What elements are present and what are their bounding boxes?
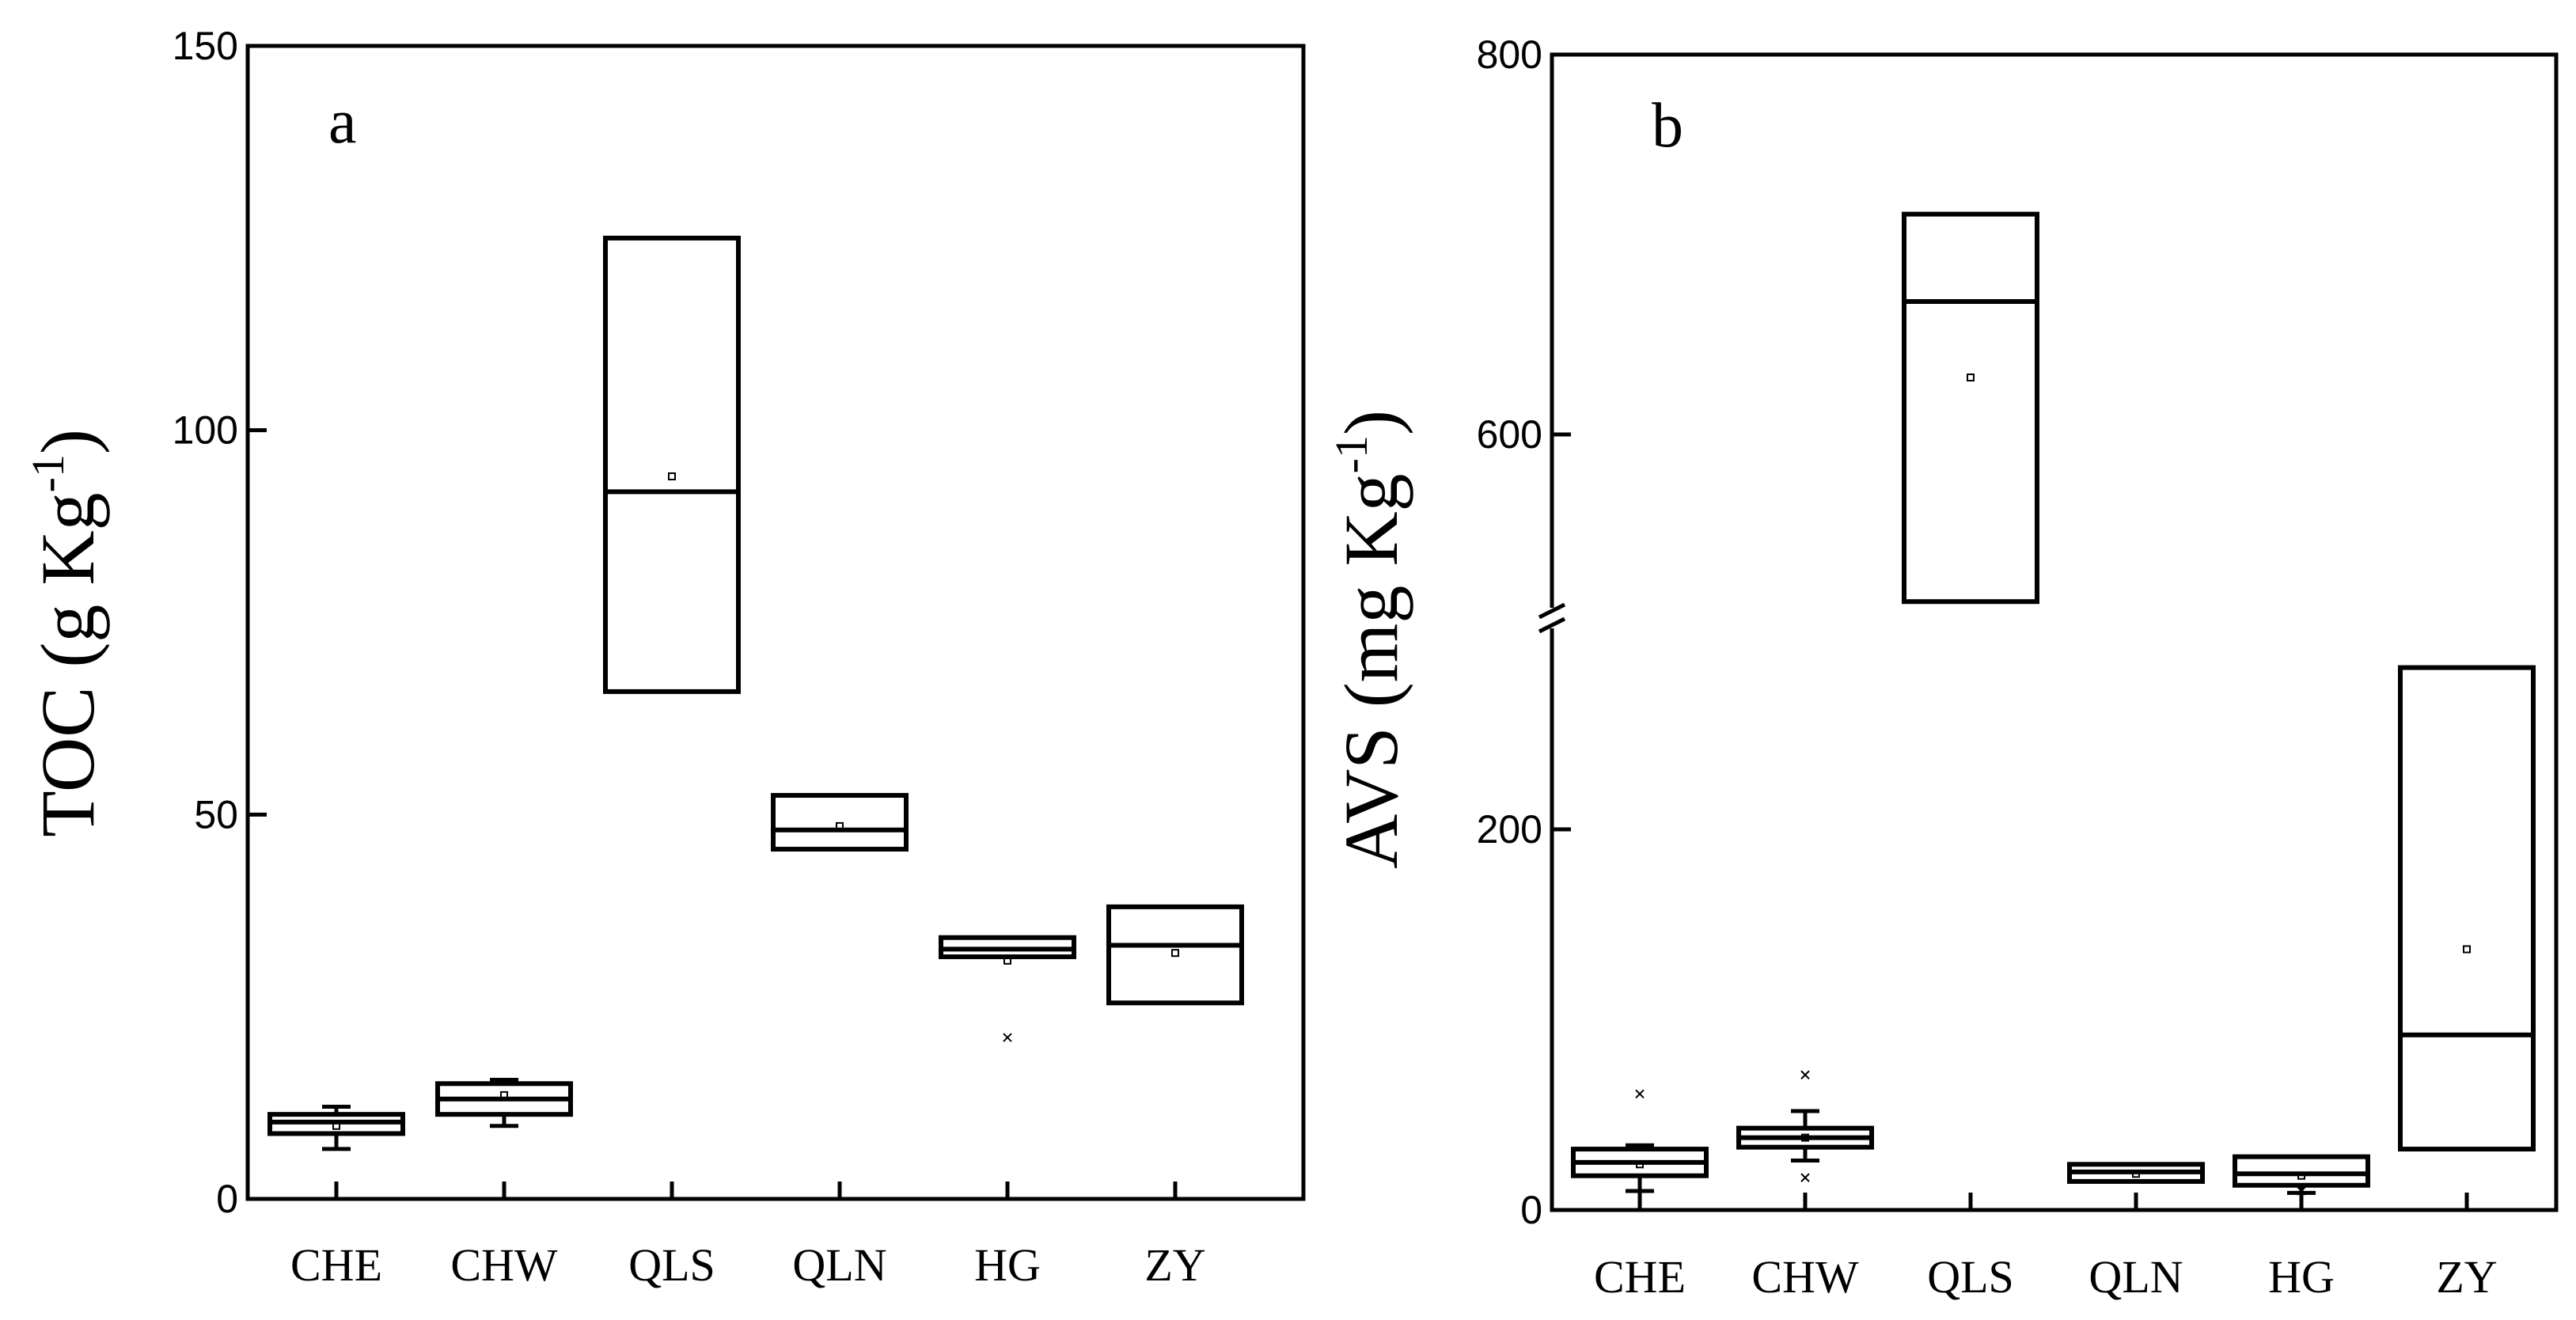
box-che [267, 1104, 405, 1151]
x-tick-label: ZY [1144, 1239, 1205, 1291]
box-zy [1106, 904, 1244, 1006]
x-tick-label: ZY [2436, 1251, 2497, 1303]
outlier-marker [1003, 1033, 1012, 1042]
box-iqr [603, 235, 741, 694]
y-tick-label: 100 [173, 408, 238, 453]
mean-marker [332, 1121, 340, 1130]
panel-b-y-axis-title-sup: -1 [1326, 435, 1377, 473]
box-zy [2398, 665, 2536, 1152]
x-tick-label: HG [974, 1239, 1041, 1291]
outlier-marker [1635, 1089, 1645, 1099]
box-chw [435, 1077, 573, 1128]
panel-a-letter: a [328, 87, 357, 157]
x-tick-label: QLS [628, 1239, 715, 1291]
mean-marker [500, 1091, 508, 1099]
y-tick-label: 200 [1477, 807, 1542, 852]
mean-marker [1967, 374, 1975, 381]
box-qls [603, 235, 741, 694]
y-tick-label: 800 [1477, 32, 1542, 77]
panel-a-y-axis-title: TOC (g Kg-1) [22, 429, 110, 837]
mean-marker [1801, 1133, 1809, 1142]
box-che [1571, 1089, 1709, 1193]
x-tick-label: CHW [450, 1239, 558, 1291]
box-iqr [2233, 1154, 2370, 1188]
panel-b-y-axis-title-main: AVS (mg Kg [1329, 473, 1413, 869]
panel-a-y-axis-title-main: TOC (g Kg [25, 492, 110, 837]
panel-a-y-axis-title-sup: -1 [22, 454, 74, 492]
box-qln [771, 793, 909, 852]
panel-a-x-ticks: CHE CHW QLS QLN HG ZY [290, 1182, 1206, 1291]
panel-b-axis-break [1538, 602, 1566, 634]
x-tick-label: QLN [792, 1239, 886, 1291]
panel-a-y-axis-title-close: ) [25, 429, 110, 454]
box-hg [2233, 1154, 2370, 1196]
y-tick-label: 50 [194, 792, 238, 836]
mean-marker [2297, 1171, 2305, 1180]
y-tick-label: 150 [173, 24, 238, 68]
x-tick-label: QLS [1927, 1251, 2014, 1303]
panel-b: b AVS (mg Kg-1) 0 200 600 800 CHE CHW QLS QLN H… [1326, 32, 2559, 1303]
box-iqr [1902, 211, 2039, 605]
outlier-marker [1800, 1070, 1810, 1079]
y-tick-label: 0 [216, 1177, 238, 1221]
box-iqr [771, 793, 909, 852]
panel-b-x-ticks: CHE CHW QLS QLN HG ZY [1594, 1193, 2498, 1303]
panel-a: a TOC (g Kg-1) 0 50 100 150 CHE CHW QLS QLN HG Z… [22, 24, 1306, 1291]
box-qln [2067, 1162, 2205, 1184]
x-tick-label: CHE [290, 1239, 382, 1291]
panel-b-y-axis-title: AVS (mg Kg-1) [1326, 410, 1413, 869]
box-qls [1902, 211, 2039, 605]
box-iqr [1106, 904, 1244, 1006]
box-iqr [2398, 665, 2536, 1152]
panel-a-frame [245, 44, 1306, 1201]
outlier-marker [2297, 1186, 2306, 1196]
axis-break-mark [1538, 602, 1566, 620]
mean-marker [2132, 1170, 2140, 1178]
outlier-marker [1800, 1173, 1810, 1182]
mean-marker [1003, 956, 1011, 965]
mean-marker [1171, 949, 1179, 958]
panel-b-letter: b [1652, 91, 1683, 161]
y-tick-label: 0 [1520, 1188, 1542, 1232]
y-tick-label: 600 [1477, 412, 1542, 457]
panel-b-boxes [1571, 211, 2536, 1196]
mean-marker [668, 472, 676, 480]
x-tick-label: HG [2268, 1251, 2335, 1303]
box-chw [1736, 1070, 1874, 1182]
panel-a-y-ticks: 0 50 100 150 [173, 24, 267, 1221]
panel-b-y-ticks: 0 200 600 800 [1477, 32, 1571, 1232]
panel-a-boxes [267, 235, 1244, 1151]
panel-b-frame [1550, 52, 2559, 1212]
box-hg [939, 935, 1076, 1042]
x-tick-label: CHE [1594, 1251, 1686, 1303]
panel-b-y-axis-title-close: ) [1329, 410, 1413, 435]
mean-marker [1636, 1160, 1644, 1169]
mean-marker [836, 821, 844, 830]
x-tick-label: CHW [1751, 1251, 1859, 1303]
axis-break-mark [1538, 616, 1566, 634]
mean-marker [2463, 945, 2471, 954]
x-tick-label: QLN [2088, 1251, 2183, 1303]
